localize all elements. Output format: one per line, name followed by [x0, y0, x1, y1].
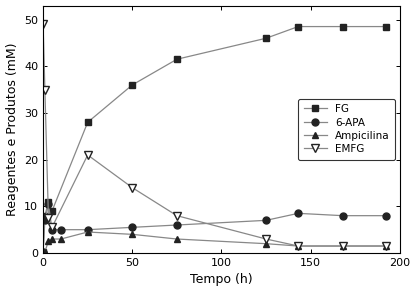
FG — [340, 25, 345, 28]
6-APA — [264, 219, 269, 222]
Ampicilina — [264, 242, 269, 246]
6-APA — [42, 219, 47, 222]
6-APA — [41, 250, 46, 253]
6-APA — [130, 226, 135, 229]
6-APA — [340, 214, 345, 218]
Line: EMFG: EMFG — [39, 20, 390, 250]
EMFG — [340, 244, 345, 248]
6-APA — [383, 214, 388, 218]
FG — [264, 36, 269, 40]
Ampicilina — [41, 251, 46, 255]
FG — [46, 200, 51, 204]
Line: Ampicilina: Ampicilina — [40, 229, 389, 256]
6-APA — [174, 223, 179, 227]
Line: FG: FG — [40, 23, 389, 255]
Y-axis label: Reagentes e Produtos (mM): Reagentes e Produtos (mM) — [5, 43, 19, 216]
Ampicilina — [340, 244, 345, 248]
FG — [130, 83, 135, 87]
Legend: FG, 6-APA, Ampicilina, EMFG: FG, 6-APA, Ampicilina, EMFG — [298, 99, 395, 160]
Ampicilina — [46, 240, 51, 243]
6-APA — [46, 202, 51, 206]
EMFG — [41, 22, 46, 26]
FG — [50, 209, 54, 213]
EMFG — [296, 244, 301, 248]
Ampicilina — [383, 244, 388, 248]
EMFG — [383, 244, 388, 248]
X-axis label: Tempo (h): Tempo (h) — [190, 273, 253, 286]
6-APA — [296, 212, 301, 215]
Ampicilina — [85, 230, 90, 234]
Ampicilina — [174, 237, 179, 241]
FG — [174, 58, 179, 61]
Ampicilina — [130, 233, 135, 236]
6-APA — [50, 228, 54, 232]
Ampicilina — [50, 237, 54, 241]
Ampicilina — [58, 237, 63, 241]
FG — [41, 250, 46, 253]
6-APA — [58, 228, 63, 232]
FG — [383, 25, 388, 28]
Ampicilina — [296, 244, 301, 248]
EMFG — [50, 226, 54, 229]
Line: 6-APA: 6-APA — [40, 201, 389, 255]
Ampicilina — [42, 250, 47, 253]
6-APA — [85, 228, 90, 232]
FG — [85, 121, 90, 124]
EMFG — [130, 186, 135, 190]
FG — [42, 214, 47, 218]
EMFG — [264, 237, 269, 241]
FG — [296, 25, 301, 28]
EMFG — [174, 214, 179, 218]
EMFG — [42, 88, 47, 91]
EMFG — [85, 153, 90, 157]
EMFG — [46, 216, 51, 220]
